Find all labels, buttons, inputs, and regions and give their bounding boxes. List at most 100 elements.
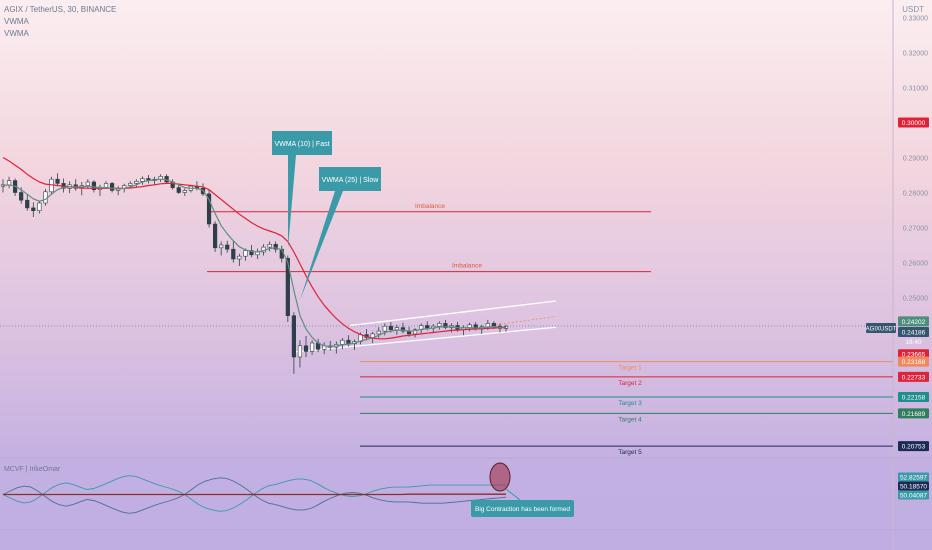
price-marker-text: 0.20753 <box>902 444 926 451</box>
price-marker-box <box>898 441 929 452</box>
y-tick-label: 0.31000 <box>903 86 928 93</box>
target-label: Target 4 <box>618 416 642 423</box>
vwma-fast-line <box>2 178 507 348</box>
candle-body <box>400 327 406 332</box>
candle-body <box>249 250 254 256</box>
y-tick-label: 0.29000 <box>903 156 928 163</box>
symbol-tag-text: AGIXUSDT <box>866 326 897 332</box>
candle-body <box>388 325 393 331</box>
candle-body <box>219 244 224 249</box>
price-marker-box <box>898 316 929 327</box>
target-label: Target 1 <box>618 365 642 372</box>
candle-body <box>206 193 212 225</box>
candle-body <box>31 207 36 211</box>
price-marker-box <box>898 117 929 128</box>
candle-body <box>19 192 24 201</box>
oscillator-marker-box <box>898 481 929 491</box>
candle-body <box>412 329 418 335</box>
oscillator-marker-box <box>898 472 929 482</box>
symbol-header: AGIX / TetherUS, 30, BINANCE <box>4 5 117 14</box>
y-tick-label: 0.26000 <box>903 261 928 268</box>
y-tick-label: 0.28000 <box>903 191 928 198</box>
candle-body <box>491 323 496 327</box>
candle-body <box>103 183 109 188</box>
price-marker-text: 0.23665 <box>902 352 926 359</box>
candle-body <box>6 180 12 186</box>
price-marker-box <box>898 408 929 419</box>
price-unit: USDT <box>902 5 924 14</box>
candle-body <box>43 191 48 204</box>
oscillator-line <box>2 477 507 514</box>
oscillator-line <box>2 475 506 512</box>
vwma-slow-line <box>2 156 506 340</box>
price-marker-text: 0.24186 <box>902 329 926 336</box>
channel-projection <box>495 316 557 326</box>
candle-body <box>309 342 315 352</box>
oscillator-marker-text: 52.82597 <box>900 475 927 482</box>
price-marker-text: 0.30000 <box>902 120 926 127</box>
vwma-fast-callout-bubble <box>272 131 332 248</box>
candle-body <box>237 255 242 260</box>
price-marker-text: 0.23168 <box>902 359 926 366</box>
contraction-label-text: Big Contraction has been formed <box>475 506 570 513</box>
y-tick-label: 0.27000 <box>903 226 928 233</box>
vwma-slow-callout-text: VWMA (25) | Slow <box>322 177 380 184</box>
target-label: Target 2 <box>618 380 642 387</box>
symbol-tag-box <box>866 322 896 333</box>
oscillator-title: MCVF | IrikeOmar <box>4 466 61 473</box>
candle-body <box>85 181 90 186</box>
candle-body <box>376 330 381 335</box>
candle-body <box>267 244 272 248</box>
imbalance-label: Imbalance <box>452 263 482 270</box>
candle-body <box>140 178 145 182</box>
candle-body <box>437 323 442 327</box>
candle-body <box>134 181 139 184</box>
contraction-label-box <box>471 500 574 517</box>
candle-body <box>128 183 133 186</box>
candle-body <box>243 250 248 257</box>
vwma-slow-callout-bubble <box>300 167 381 300</box>
y-tick-label: 0.32000 <box>903 51 928 58</box>
candle-body <box>225 244 230 250</box>
candle-body <box>346 339 351 345</box>
price-marker-text: 0.21689 <box>902 411 926 418</box>
candle-body <box>340 339 345 345</box>
price-marker-text: 0.22733 <box>902 374 926 381</box>
candle-body <box>231 248 236 260</box>
candle-body <box>394 327 400 331</box>
channel-lower <box>295 326 557 353</box>
price-marker-box <box>898 356 929 367</box>
contraction-circle <box>489 462 511 492</box>
countdown-text: 18:40 <box>905 339 922 346</box>
candle-body <box>109 183 115 191</box>
indicator-label-1: VWMA <box>4 17 29 26</box>
candle-body <box>291 315 296 358</box>
target-label: Target 3 <box>618 400 642 407</box>
candle-body <box>91 181 97 190</box>
candle-body <box>297 345 303 358</box>
price-marker-text: 0.24202 <box>902 319 926 326</box>
candle-body <box>37 202 42 211</box>
imbalance-label: Imbalance <box>415 203 445 210</box>
indicator-label-2: VWMA <box>4 29 29 38</box>
price-marker-box <box>898 391 929 402</box>
price-marker-box <box>898 326 929 337</box>
candle-body <box>285 257 290 316</box>
oscillator-marker-text: 50.18570 <box>900 484 927 491</box>
candle-body <box>55 178 60 184</box>
vwma-fast-callout-text: VWMA (10) | Fast <box>274 141 329 148</box>
price-marker-text: 0.22158 <box>902 394 926 401</box>
candle-body <box>443 323 448 328</box>
candle-body <box>182 190 187 193</box>
price-marker-box <box>898 371 929 382</box>
y-tick-label: 0.25000 <box>903 296 928 303</box>
target-label: Target 5 <box>618 449 642 456</box>
candle-body <box>273 244 278 250</box>
candle-body <box>176 187 181 193</box>
oscillator-marker-text: 50.04087 <box>900 493 927 500</box>
channel-upper <box>349 300 557 327</box>
candle-body <box>25 199 30 209</box>
y-tick-label: 0.33000 <box>903 16 928 23</box>
